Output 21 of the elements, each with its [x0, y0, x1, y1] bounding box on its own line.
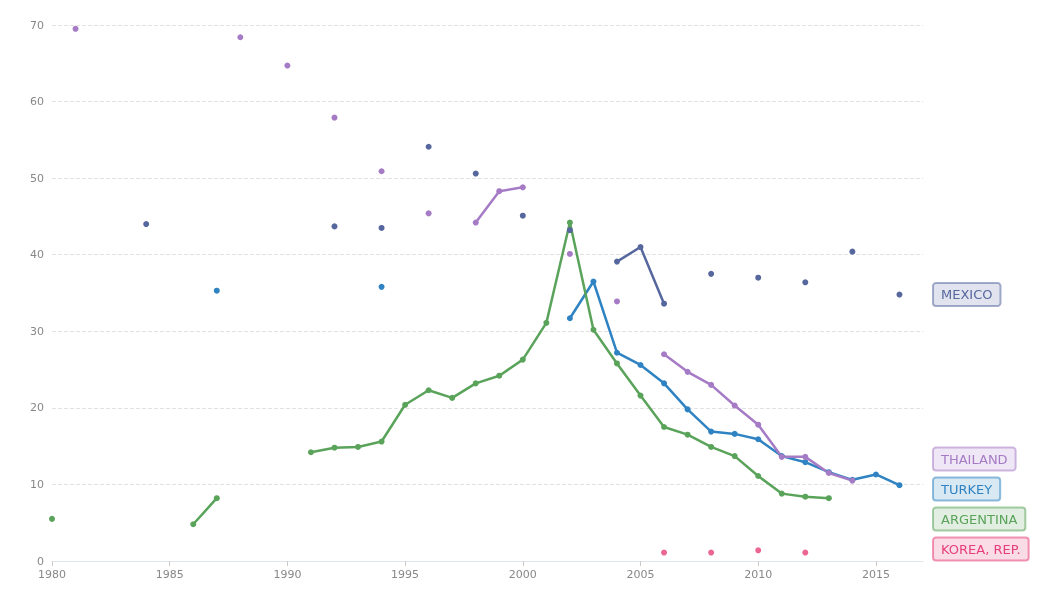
x-tick-label: 1985: [155, 568, 184, 581]
text: ARGENTINA: [941, 511, 1018, 527]
y-tick-label: 30: [30, 324, 44, 338]
text: TURKEY: [940, 481, 993, 497]
y-tick-label: 70: [30, 18, 44, 32]
x-tick-label: 2015: [861, 568, 890, 581]
y-tick-label: 10: [30, 477, 44, 491]
x-tick-label: 1990: [273, 568, 302, 581]
x-tick-label: 2000: [508, 568, 537, 581]
x-tick-label: 1995: [391, 568, 420, 581]
y-tick-label: 0: [37, 554, 44, 568]
text: KOREA, REP.: [941, 541, 1021, 557]
text: MEXICO: [941, 287, 993, 303]
x-tick-label: 2010: [744, 568, 773, 581]
y-tick-label: 40: [30, 248, 44, 262]
text: THAILAND: [940, 451, 1008, 467]
x-tick-label: 2005: [626, 568, 655, 581]
y-tick-label: 50: [30, 171, 44, 185]
y-tick-label: 20: [30, 401, 44, 415]
y-tick-label: 60: [30, 95, 44, 109]
x-tick-label: 1980: [38, 568, 66, 581]
